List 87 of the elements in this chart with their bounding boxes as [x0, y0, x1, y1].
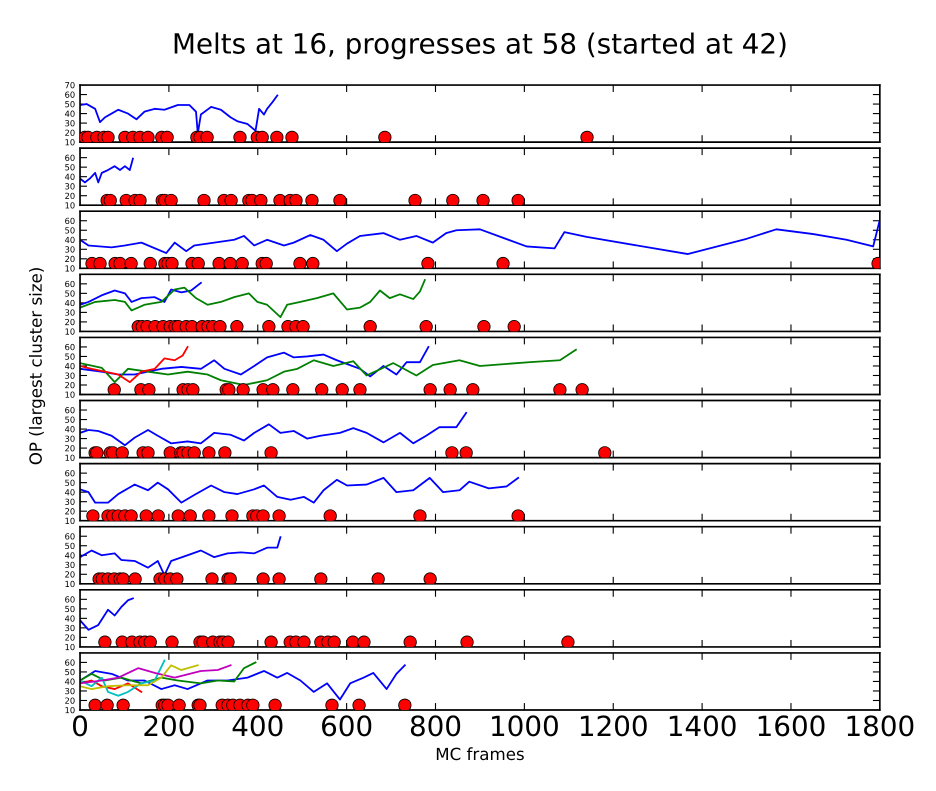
- x-tick-label: 1800: [848, 715, 914, 736]
- y-tick-label: 50: [65, 101, 75, 108]
- y-tick-label: 30: [65, 246, 75, 253]
- y-tick-label: 20: [65, 571, 75, 578]
- y-tick-label: 50: [65, 353, 75, 360]
- x-tick-label: 1200: [580, 715, 647, 736]
- y-tick-label: 20: [65, 130, 75, 136]
- y-tick-label: 20: [65, 256, 75, 262]
- y-tick-label: 50: [65, 227, 75, 234]
- y-tick-label: 50: [65, 164, 75, 170]
- y-tick-label: 60: [65, 659, 75, 666]
- line-series: [80, 662, 256, 684]
- y-tick-label: 10: [65, 265, 75, 272]
- line-series: [80, 664, 232, 684]
- x-tick-label: 800: [410, 715, 460, 736]
- y-tick-label: 30: [65, 372, 75, 379]
- y-tick-label: 60: [65, 154, 75, 161]
- line-series: [80, 279, 426, 318]
- line-series: [80, 664, 199, 690]
- line-series: [80, 282, 202, 306]
- y-tick-label: 60: [65, 533, 75, 540]
- y-tick-label: 40: [64, 552, 75, 559]
- y-tick-label: 50: [65, 542, 75, 550]
- y-tick-label: 30: [65, 436, 75, 442]
- line-series: [80, 218, 880, 255]
- y-tick-label: 20: [65, 508, 75, 514]
- x-axis-title: MC frames: [436, 747, 524, 760]
- line-series: [80, 346, 430, 378]
- y-tick-label: 30: [65, 120, 75, 126]
- y-tick-label: 50: [65, 290, 75, 297]
- y-tick-label: 10: [65, 706, 75, 714]
- x-tick-label: 600: [322, 715, 372, 736]
- y-tick-label: 20: [65, 192, 75, 199]
- y-tick-label: 30: [65, 498, 75, 505]
- y-tick-label: 40: [64, 426, 75, 432]
- line-series: [80, 660, 166, 697]
- y-tick-label: 30: [65, 688, 75, 694]
- y-tick-label: 10: [65, 202, 75, 209]
- y-tick-label: 10: [65, 518, 75, 524]
- y-tick-label: 10: [65, 328, 75, 335]
- y-tick-label: 40: [64, 110, 75, 117]
- y-tick-label: 50: [65, 668, 75, 676]
- y-tick-label: 30: [65, 309, 75, 316]
- line-series: [80, 158, 134, 184]
- y-tick-label: 10: [65, 139, 75, 146]
- line-series: [80, 476, 520, 504]
- y-tick-label: 20: [65, 697, 75, 704]
- line-series: [80, 680, 142, 693]
- x-tick-label: 1600: [758, 715, 824, 736]
- x-tick-label: 200: [144, 715, 194, 736]
- x-tick-label: 0: [73, 715, 88, 736]
- y-tick-label: 60: [65, 344, 75, 350]
- y-tick-label: 50: [65, 606, 75, 612]
- y-axis-title: OP (largest cluster size): [28, 268, 46, 464]
- line-series: [80, 346, 188, 384]
- y-tick-label: 40: [64, 489, 75, 496]
- y-tick-label: 50: [65, 416, 75, 423]
- y-tick-label: 70: [65, 82, 75, 88]
- y-tick-label: 40: [64, 615, 75, 622]
- y-tick-label: 40: [64, 174, 75, 180]
- y-tick-label: 10: [65, 644, 75, 650]
- y-tick-label: 30: [65, 183, 75, 190]
- chart-title: Melts at 16, progresses at 58 (started at 42): [174, 32, 786, 60]
- y-tick-label: 60: [65, 218, 75, 224]
- y-tick-label: 30: [65, 562, 75, 568]
- y-tick-label: 20: [65, 318, 75, 326]
- y-tick-label: 10: [65, 454, 75, 461]
- y-tick-label: 20: [65, 382, 75, 388]
- y-tick-label: 60: [65, 407, 75, 414]
- x-tick-label: 1000: [492, 715, 558, 736]
- y-tick-label: 10: [65, 392, 75, 398]
- x-tick-label: 1400: [670, 715, 736, 736]
- line-series: [80, 597, 134, 631]
- y-tick-label: 40: [64, 362, 75, 370]
- y-tick-label: 40: [64, 678, 75, 685]
- y-tick-label: 50: [65, 480, 75, 486]
- y-tick-label: 60: [65, 92, 75, 98]
- y-tick-label: 30: [65, 624, 75, 632]
- y-tick-label: 20: [65, 634, 75, 641]
- y-tick-label: 60: [65, 280, 75, 288]
- y-tick-label: 40: [64, 236, 75, 244]
- y-tick-label: 10: [65, 580, 75, 588]
- y-tick-label: 60: [65, 470, 75, 476]
- x-tick-label: 400: [232, 715, 282, 736]
- y-tick-label: 20: [65, 445, 75, 452]
- y-tick-label: 40: [64, 300, 75, 306]
- y-tick-label: 60: [65, 596, 75, 603]
